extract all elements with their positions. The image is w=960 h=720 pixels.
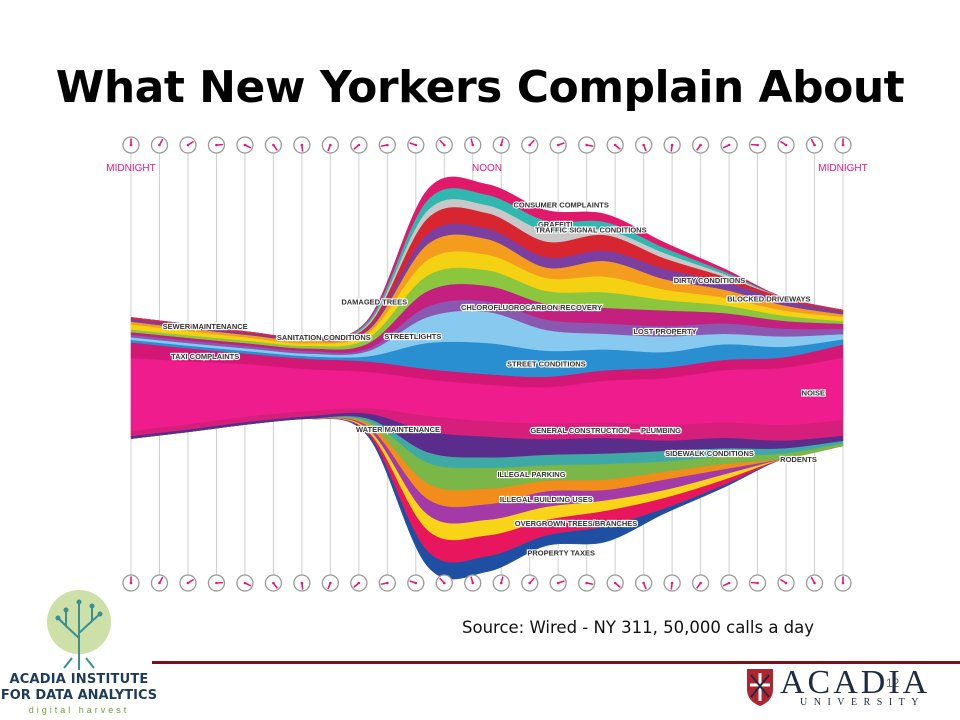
institute-tagline: digital harvest [28,705,130,715]
annotation-sewer-maintenance: SEWER MAINTENANCE [163,322,248,331]
clock-icon [777,136,795,154]
clock-icon [378,574,396,592]
bottom-clock-row [122,574,852,592]
institute-name-line1: ACADIA INSTITUTE [9,672,149,687]
clock-icon [321,136,340,154]
clock-icon [578,136,596,154]
annotation-consumer-complaints: CONSUMER COMPLAINTS [513,200,608,209]
acadia-wordmark: ACADIA [780,664,931,701]
clock-icon [407,574,425,592]
clock-icon [606,574,624,592]
annotation-damaged-trees: DAMAGED TREES [341,298,407,307]
clock-icon [179,574,197,592]
clock-icon [236,574,254,592]
annotation-rodents: RODENTS [780,455,817,464]
annotation-blocked-driveways: BLOCKED DRIVEWAYS [727,294,811,303]
clock-icon [293,574,311,592]
stream-consumer-complaints [130,176,844,339]
streamgraph-chart: DAMAGED TREES CONSUMER COMPLAINTS GRAFFITI… [106,136,868,592]
clock-icon [492,574,510,592]
source-caption: Source: Wired - NY 311, 50,000 calls a d… [462,618,815,637]
clock-icon [691,136,710,154]
clock-icon [720,136,738,154]
clock-icon [150,136,169,154]
clock-icon [805,136,824,154]
stream-layers [130,176,844,580]
clock-icon [834,574,852,592]
clock-icon [122,136,140,154]
acadia-subtitle: UNIVERSITY [800,697,925,708]
clock-icon [492,136,510,154]
clock-icon [264,136,283,154]
annotation-chlorofluorocarbon-recovery: CHLOROFLUOROCARBON RECOVERY [461,303,602,312]
annotation-graffiti: GRAFFITI [538,220,573,229]
clock-icon [549,574,567,592]
clock-icon [521,136,539,154]
annotation-illegal-parking: ILLEGAL PARKING [497,470,565,479]
clock-icon [150,574,169,592]
clock-icon [207,136,226,154]
annotation-overgrown-trees-branches: OVERGROWN TREES/BRANCHES [515,519,638,528]
clock-icon [407,136,425,154]
clock-icon [634,574,653,592]
clock-icon [748,136,767,154]
clock-icon [236,136,254,154]
annotation-labels: DAMAGED TREES CONSUMER COMPLAINTS GRAFFITI… [162,199,827,559]
annotation-noise: NOISE [802,388,825,397]
annotation-traffic-signal-conditions: TRAFFIC SIGNAL CONDITIONS [535,226,647,235]
clock-icon [350,574,368,592]
clock-icon [549,136,567,154]
institute-tree-logo [47,590,111,670]
time-label: NOON [472,163,502,174]
top-clock-row [122,136,852,154]
clock-icon [435,574,453,592]
annotation-dirty-conditions: DIRTY CONDITIONS [674,276,746,285]
clock-icon [691,574,710,592]
annotation-street-conditions: STREET CONDITIONS [507,360,586,369]
clock-icon [464,574,482,592]
time-label: MIDNIGHT [106,163,155,174]
clock-icon [521,574,539,592]
clock-icon [578,574,596,592]
annotation-streetlights: STREETLIGHTS [384,332,441,341]
annotation-lost-property: LOST PROPERTY [633,327,696,336]
clock-icon [378,136,396,154]
acadia-shield-icon [747,669,773,706]
institute-name-line2: FOR DATA ANALYTICS [0,688,158,703]
clock-icon [634,136,653,154]
annotation-general-construction-plumbing: GENERAL CONSTRUCTION — PLUMBING [530,426,681,435]
slide-title: What New Yorkers Complain About [55,62,905,113]
footer-rule [152,661,960,664]
clock-icon [748,574,767,592]
clock-icon [293,136,311,154]
clock-icon [663,136,681,154]
clock-icon [606,136,624,154]
annotation-sidewalk-conditions: SIDEWALK CONDITIONS [665,449,754,458]
clock-icon [264,574,283,592]
clock-icon [777,574,795,592]
clock-icon [663,574,681,592]
time-labels: MIDNIGHT NOON MIDNIGHT [106,163,867,174]
clock-icon [805,574,824,592]
annotation-sanitation-conditions: SANITATION CONDITIONS [277,333,371,342]
annotation-property-taxes: PROPERTY TAXES [527,549,595,558]
page-number: 12 [886,676,900,690]
time-label: MIDNIGHT [818,163,867,174]
clock-icon [464,136,482,154]
annotation-water-maintenance: WATER MAINTENANCE [356,425,440,434]
clock-icon [834,136,852,154]
clock-icon [179,136,197,154]
clock-icon [321,574,340,592]
clock-icon [122,574,140,592]
clock-icon [435,136,453,154]
clock-icon [350,136,368,154]
annotation-illegal-building-uses: ILLEGAL BUILDING USES [500,495,593,504]
clock-icon [720,574,738,592]
clock-icon [207,574,226,592]
annotation-taxi-complaints: TAXI COMPLAINTS [171,352,239,361]
